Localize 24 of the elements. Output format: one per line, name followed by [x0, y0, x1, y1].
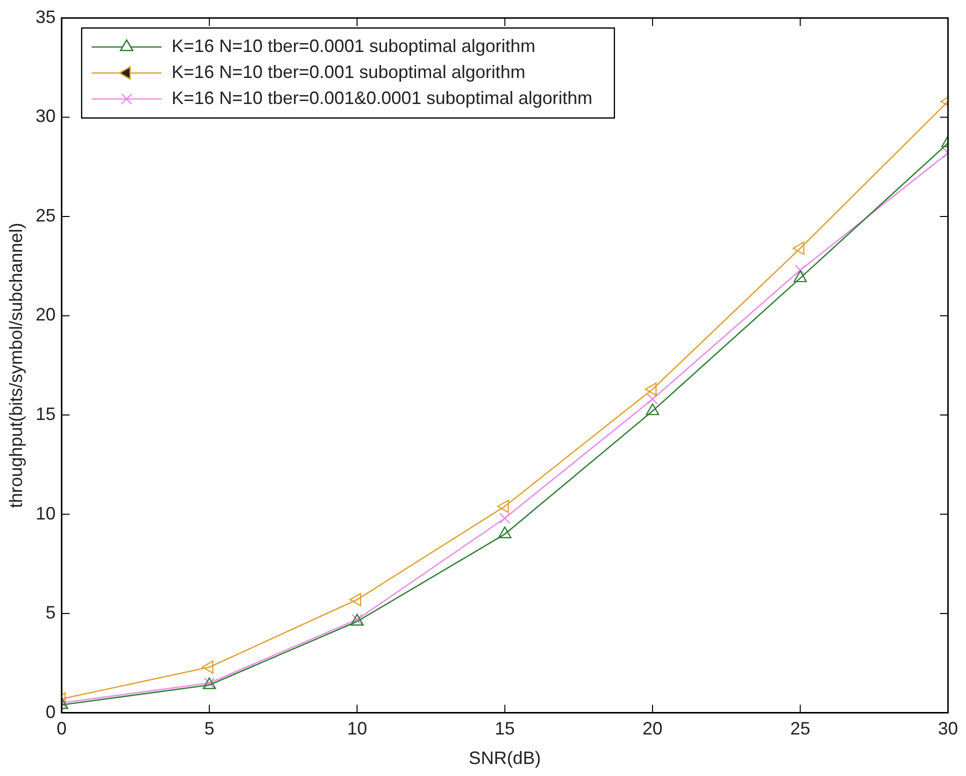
x-tick-label: 10 — [347, 718, 368, 739]
point — [644, 382, 657, 396]
y-tick-label: 30 — [36, 106, 56, 126]
legend-label: K=16 N=10 tber=0.001&0.0001 suboptimal algorithm — [172, 88, 592, 108]
point — [497, 500, 509, 514]
x-tick-label: 25 — [790, 718, 810, 739]
point — [646, 394, 658, 405]
y-tick-label: 10 — [36, 503, 56, 524]
y-tick-label: 5 — [46, 602, 56, 623]
y-tick-label: 35 — [36, 6, 56, 27]
y-tick-label: 20 — [36, 304, 56, 325]
x-tick-label: 20 — [642, 718, 663, 739]
x-tick-label: 30 — [938, 718, 958, 739]
y-axis-title: throughput(bits/symbol/subchannel) — [6, 222, 26, 508]
x-tick-label: 15 — [494, 718, 515, 739]
point — [499, 512, 510, 524]
legend-label: K=16 N=10 tber=0.0001 suboptimal algorithm — [172, 36, 536, 56]
y-tick-label: 15 — [36, 404, 56, 424]
y-tick-label: 0 — [46, 702, 56, 722]
legend-label: K=16 N=10 tber=0.001 suboptimal algorithm — [172, 62, 526, 82]
x-axis-title: SNR(dB) — [468, 748, 541, 768]
point — [792, 242, 804, 255]
x-tick-label: 5 — [204, 718, 214, 739]
y-tick-label: 25 — [36, 205, 56, 226]
